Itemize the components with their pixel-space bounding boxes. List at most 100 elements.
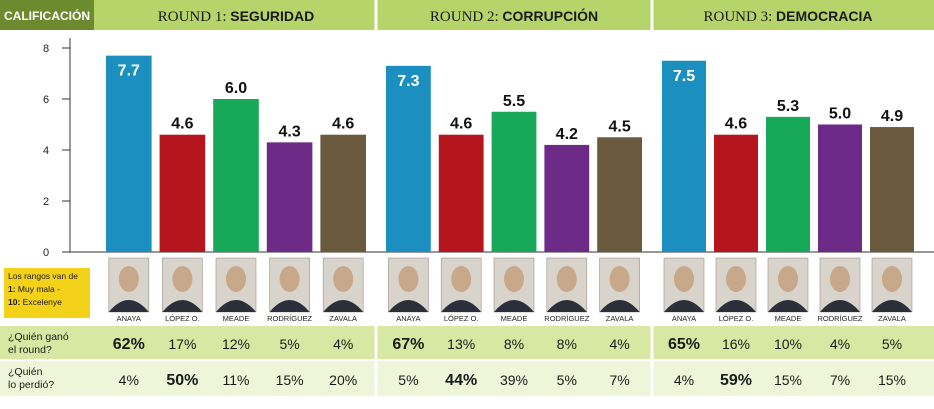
round-title: ROUND 1: SEGURIDAD <box>158 8 315 25</box>
y-tick-label: 4 <box>43 145 49 157</box>
round-title-topic: SEGURIDAD <box>230 8 314 24</box>
candidate-suit <box>494 300 534 312</box>
bar-value-label: 7.5 <box>673 68 695 85</box>
won-row-band <box>0 326 934 359</box>
lost-percent: 59% <box>720 372 752 389</box>
candidate-name: RODRÍGUEZ <box>267 314 312 323</box>
range-note-max: 10: <box>8 297 20 307</box>
bar <box>714 134 758 252</box>
bar-value-label: 4.6 <box>332 116 354 133</box>
round-title-prefix: ROUND 1: <box>158 9 231 25</box>
candidate-suit <box>546 300 587 312</box>
lost-percent: 20% <box>329 372 357 388</box>
bar <box>106 55 152 253</box>
lost-percent: 7% <box>830 372 850 388</box>
won-percent: 4% <box>333 336 353 352</box>
lost-percent: 11% <box>223 372 250 388</box>
bar <box>544 144 590 252</box>
round-title-topic: DEMOCRACIA <box>776 8 872 24</box>
y-tick-label: 2 <box>43 196 49 208</box>
bar <box>491 111 537 252</box>
round-panel-3: 7.5 ANAYA 4.6 LÓPEZ O. 5.3 MEADE 5.0 RODRÍGUEZ 4… <box>662 60 914 323</box>
won-percent: 4% <box>609 336 629 352</box>
bar <box>870 127 914 252</box>
lost-percent: 4% <box>674 372 694 388</box>
won-percent: 4% <box>830 336 850 352</box>
lost-percent: 39% <box>500 372 528 388</box>
candidate-name: ANAYA <box>396 314 420 323</box>
candidate-suit <box>664 300 704 312</box>
round-title: ROUND 3: DEMOCRACIA <box>704 8 873 25</box>
bar-value-label: 4.9 <box>881 108 903 125</box>
candidate-name: RODRÍGUEZ <box>544 314 589 323</box>
lost-row-label-2: lo perdió? <box>8 379 54 391</box>
round-panel-1: 7.7 ANAYA 4.6 LÓPEZ O. 6.0 MEADE 4.3 RODRÍGUEZ 4… <box>106 55 366 323</box>
candidate-suit <box>820 300 860 312</box>
candidate-suit <box>388 300 429 312</box>
lost-percent: 50% <box>166 372 198 389</box>
bar <box>266 142 313 252</box>
bar-value-label: 6.0 <box>225 80 247 97</box>
bar-value-label: 4.5 <box>608 118 630 135</box>
lost-percent: 15% <box>276 372 304 388</box>
lost-percent: 15% <box>774 372 802 388</box>
bar-value-label: 7.7 <box>118 63 140 80</box>
candidate-face <box>279 266 300 292</box>
candidate-suit <box>872 300 912 312</box>
range-note-line-2: 1: Muy mala - <box>8 284 60 294</box>
candidate-name: LÓPEZ O. <box>165 314 200 323</box>
range-note-line-3: 10: Excelenye <box>8 297 62 307</box>
candidate-face <box>118 266 139 292</box>
won-percent: 10% <box>774 336 802 352</box>
won-percent: 62% <box>113 336 145 353</box>
lost-percent: 7% <box>609 372 629 388</box>
bar <box>662 60 706 252</box>
bar-value-label: 5.0 <box>829 106 851 123</box>
candidate-face <box>451 266 472 292</box>
won-percent: 8% <box>557 336 577 352</box>
bar-value-label: 4.6 <box>171 116 193 133</box>
y-tick-label: 0 <box>43 247 49 259</box>
candidate-suit <box>768 300 808 312</box>
candidate-suit <box>323 300 364 312</box>
candidate-face <box>504 266 524 292</box>
won-percent: 12% <box>222 336 250 352</box>
candidate-name: ANAYA <box>672 314 696 323</box>
candidate-suit <box>108 300 149 312</box>
candidate-face <box>778 266 798 292</box>
bar <box>766 116 810 252</box>
range-note-min-text: Muy mala - <box>16 284 61 294</box>
bar <box>386 65 431 252</box>
lost-row-label-1: ¿Quién <box>8 366 43 378</box>
won-percent: 5% <box>279 336 299 352</box>
lost-percent: 5% <box>557 372 577 388</box>
candidate-suit <box>716 300 756 312</box>
candidate-suit <box>599 300 640 312</box>
round-title-prefix: ROUND 2: <box>430 9 503 25</box>
candidate-name: ZAVALA <box>329 314 357 323</box>
won-row-label-2: el round? <box>8 344 52 356</box>
won-percent: 67% <box>392 336 424 353</box>
candidate-name: MEADE <box>775 314 802 323</box>
won-percent: 13% <box>447 336 475 352</box>
round-title: ROUND 2: CORRUPCIÓN <box>430 7 598 25</box>
candidate-face <box>333 266 354 292</box>
won-percent: 16% <box>722 336 750 352</box>
candidate-name: MEADE <box>223 314 250 323</box>
won-row-label-1: ¿Quién ganó <box>8 331 69 343</box>
bar-value-label: 4.2 <box>556 126 578 143</box>
bar-value-label: 7.3 <box>397 73 419 90</box>
candidate-name: ZAVALA <box>606 314 634 323</box>
candidate-face <box>726 266 746 292</box>
calificacion-box <box>0 0 94 30</box>
round-panel-2: 7.3 ANAYA 4.6 LÓPEZ O. 5.5 MEADE 4.2 RODRÍGUEZ 4… <box>386 65 642 323</box>
candidate-face <box>398 266 419 292</box>
range-note-box <box>4 268 90 318</box>
lost-percent: 5% <box>398 372 418 388</box>
won-percent: 65% <box>668 336 700 353</box>
won-percent: 5% <box>882 336 902 352</box>
candidate-name: ANAYA <box>117 314 141 323</box>
bar <box>597 137 642 252</box>
